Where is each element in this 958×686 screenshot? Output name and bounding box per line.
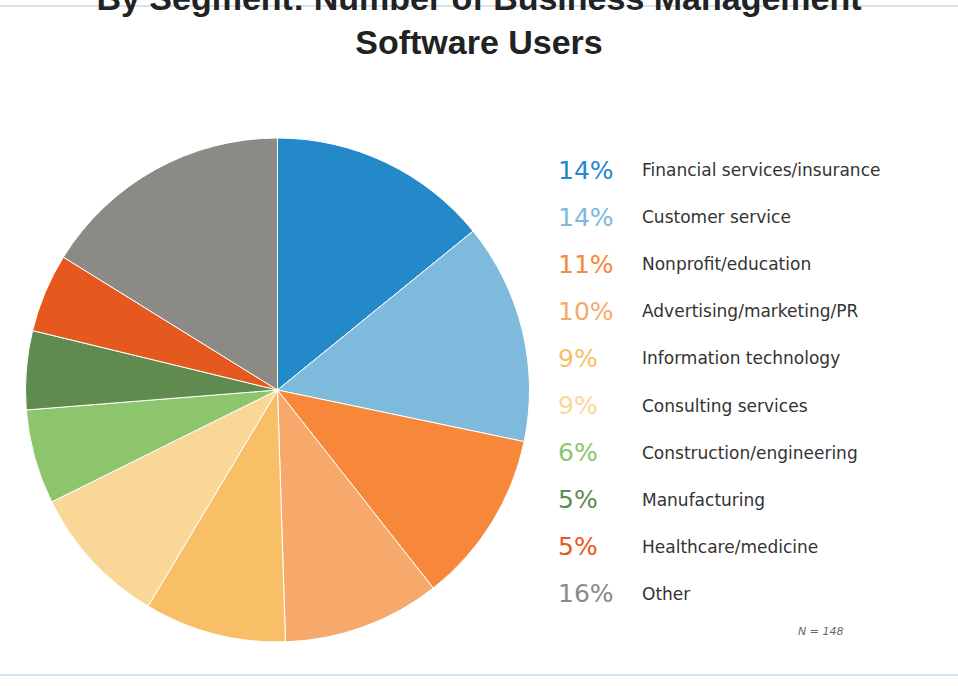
svg-text:10%: 10%	[558, 297, 614, 326]
svg-text:11%: 11%	[558, 250, 614, 279]
svg-text:5%: 5%	[558, 485, 598, 514]
svg-text:14%: 14%	[558, 203, 614, 232]
svg-text:Nonprofit/education: Nonprofit/education	[642, 254, 811, 274]
svg-text:By Segment: Number of Business: By Segment: Number of Business Managemen…	[96, 0, 861, 61]
svg-text:Manufacturing: Manufacturing	[642, 490, 765, 510]
svg-text:N = 148: N = 148	[798, 625, 843, 638]
svg-text:16%: 16%	[558, 579, 614, 608]
svg-text:Customer service: Customer service	[642, 207, 791, 227]
svg-text:Advertising/marketing/PR: Advertising/marketing/PR	[642, 301, 858, 321]
svg-text:Information technology: Information technology	[642, 348, 840, 368]
svg-text:Other: Other	[642, 584, 690, 604]
svg-text:9%: 9%	[558, 391, 598, 420]
svg-text:14%: 14%	[558, 156, 614, 185]
svg-text:Construction/engineering: Construction/engineering	[642, 443, 858, 463]
svg-text:9%: 9%	[558, 344, 598, 373]
svg-text:5%: 5%	[558, 532, 598, 561]
svg-text:6%: 6%	[558, 438, 598, 467]
svg-text:Consulting services: Consulting services	[642, 396, 808, 416]
svg-text:Financial services/insurance: Financial services/insurance	[642, 160, 880, 180]
svg-text:Healthcare/medicine: Healthcare/medicine	[642, 537, 818, 557]
